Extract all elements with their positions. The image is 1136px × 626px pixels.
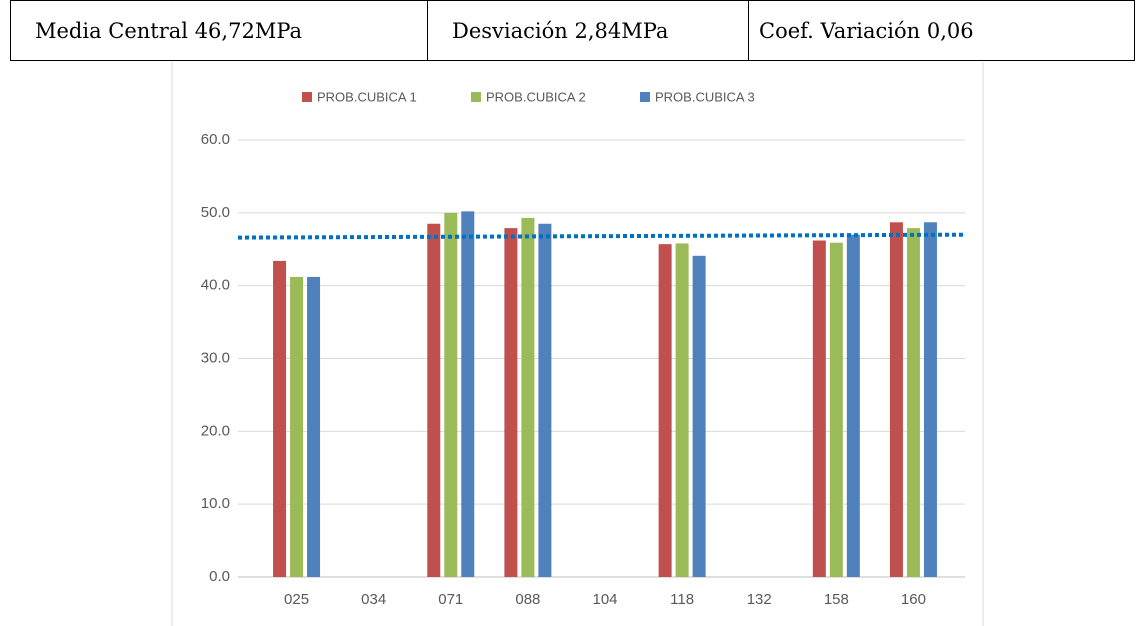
bar: [889, 222, 903, 577]
bar: [923, 222, 937, 577]
x-tick-label: 071: [438, 591, 463, 608]
legend-label: PROB.CUBICA 3: [655, 89, 755, 104]
y-tick-label: 20.0: [201, 422, 230, 439]
header-table: Media Central 46,72MPa Desviación 2,84MP…: [10, 0, 1135, 61]
bar: [675, 243, 689, 577]
y-tick-label: 40.0: [201, 277, 230, 294]
x-tick-label: 025: [284, 591, 309, 608]
bar: [504, 228, 518, 577]
header-cell: Media Central 46,72MPa: [10, 1, 427, 60]
legend-label: PROB.CUBICA 2: [486, 89, 586, 104]
bar: [906, 228, 920, 577]
y-tick-label: 30.0: [201, 349, 230, 366]
bar: [427, 223, 441, 577]
y-tick-label: 0.0: [209, 568, 230, 585]
y-tick-label: 60.0: [201, 131, 230, 148]
reference-line: [237, 232, 966, 240]
bar: [658, 244, 672, 577]
bar: [307, 276, 321, 577]
x-tick-label: 160: [901, 591, 926, 608]
bar: [461, 211, 475, 578]
legend-swatch: [471, 92, 481, 102]
header-cell: Desviación 2,84MPa: [427, 1, 748, 60]
bar: [829, 242, 843, 577]
bar: [812, 240, 826, 577]
header-cell: Coef. Variación 0,06: [748, 1, 1135, 60]
x-tick-label: 104: [592, 591, 617, 608]
x-tick-label: 088: [515, 591, 540, 608]
bar: [290, 276, 304, 577]
bar: [444, 212, 458, 578]
legend-swatch: [302, 92, 312, 102]
bar: [521, 217, 535, 577]
x-tick-label: 118: [670, 591, 694, 608]
bar: [846, 234, 860, 577]
x-tick-label: 034: [361, 591, 386, 608]
legend-label: PROB.CUBICA 1: [317, 89, 417, 104]
y-tick-label: 50.0: [201, 204, 230, 221]
y-tick-label: 10.0: [201, 495, 230, 512]
bar: [273, 260, 287, 577]
x-tick-label: 132: [747, 591, 772, 608]
x-tick-label: 158: [824, 591, 849, 608]
legend-swatch: [640, 92, 650, 102]
bar: [538, 223, 552, 577]
bar: [692, 255, 706, 577]
